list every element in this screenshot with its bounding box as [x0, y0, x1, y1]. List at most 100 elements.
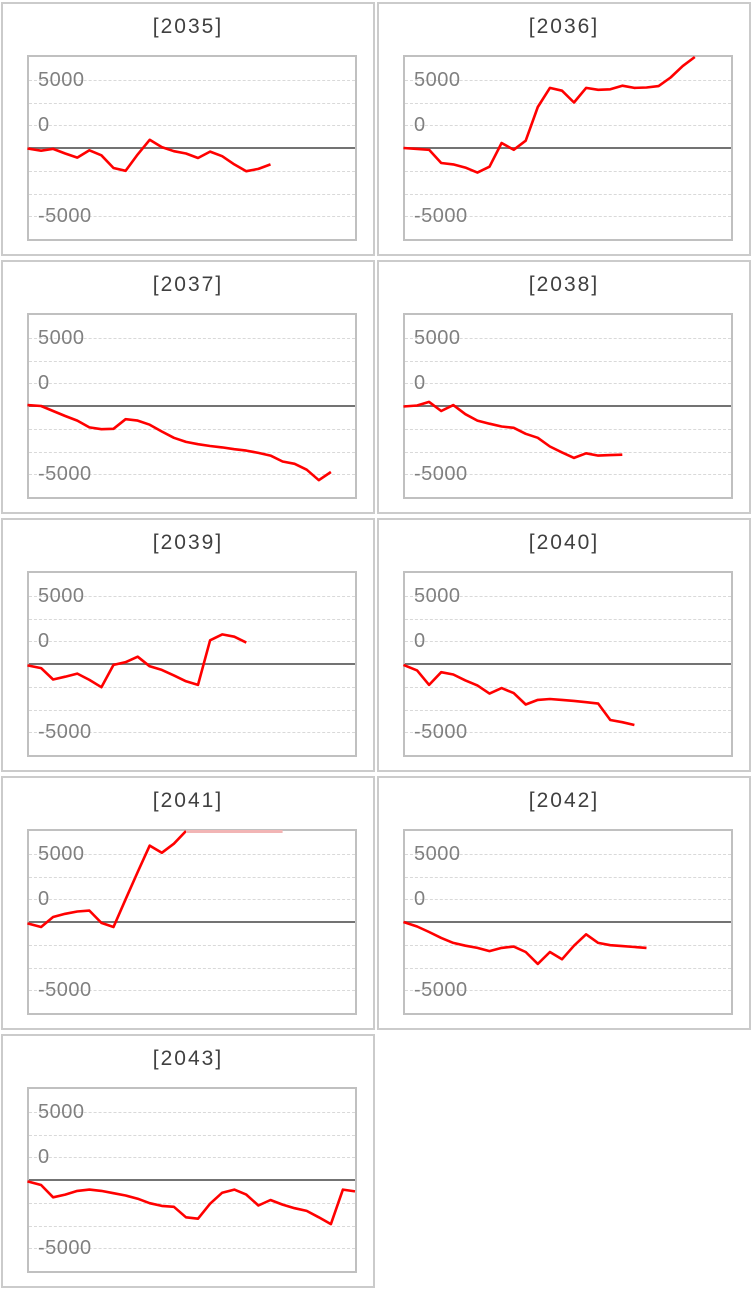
y-axis-tick-neg5000: -5000 [414, 463, 468, 486]
zero-axis-line [405, 663, 731, 665]
gridline [29, 990, 355, 992]
gridline [405, 125, 731, 127]
gridline [29, 595, 355, 597]
y-axis-tick-5000: 5000 [38, 842, 85, 865]
chart-title: [2042] [528, 789, 600, 812]
y-axis-tick-5000: 5000 [414, 842, 461, 865]
y-axis-tick-neg5000: -5000 [38, 205, 92, 228]
y-axis-tick-0: 0 [38, 372, 50, 395]
gridline [405, 216, 731, 218]
gridline [29, 1134, 355, 1136]
y-axis-tick-neg5000: -5000 [38, 721, 92, 744]
gridline [29, 853, 355, 855]
y-axis-tick-neg5000: -5000 [38, 979, 92, 1002]
gridline [29, 1225, 355, 1227]
chart-panel-2042: [2042] 5000 0 -5000 [377, 776, 751, 1030]
zero-axis-line [29, 405, 355, 407]
chart-panel-2036: [2036] 5000 0 -5000 [377, 2, 751, 256]
y-axis-tick-0: 0 [414, 372, 426, 395]
gridline [405, 709, 731, 711]
chart-title: [2035] [152, 15, 224, 38]
zero-axis-line [29, 1179, 355, 1181]
gridline [405, 383, 731, 385]
chart-title: [2041] [152, 789, 224, 812]
y-axis-tick-neg5000: -5000 [38, 1237, 92, 1260]
series-line [403, 663, 635, 727]
gridline [29, 428, 355, 430]
gridline [405, 618, 731, 620]
plot-area: 5000 0 -5000 [403, 829, 733, 1015]
plot-area: 5000 0 -5000 [403, 55, 733, 241]
series-line [27, 1180, 356, 1226]
gridline [405, 899, 731, 901]
y-axis-tick-neg5000: -5000 [38, 463, 92, 486]
gridline [405, 853, 731, 855]
series-line [27, 633, 247, 689]
plot-area: 5000 0 -5000 [27, 313, 357, 499]
gridline [29, 216, 355, 218]
gridline [405, 170, 731, 172]
gridline [29, 193, 355, 195]
y-axis-tick-neg5000: -5000 [414, 979, 468, 1002]
gridline [405, 686, 731, 688]
zero-axis-line [405, 405, 731, 407]
gridline [29, 1157, 355, 1159]
chart-title: [2040] [528, 531, 600, 554]
chart-title: [2038] [528, 273, 600, 296]
y-axis-tick-0: 0 [38, 888, 50, 911]
gridline [29, 474, 355, 476]
chart-title: [2039] [152, 531, 224, 554]
gridline [29, 125, 355, 127]
plot-area: 5000 0 -5000 [27, 829, 357, 1015]
plot-area: 5000 0 -5000 [403, 571, 733, 757]
gridline [29, 944, 355, 946]
gridline [29, 170, 355, 172]
gridline [29, 967, 355, 969]
y-axis-tick-0: 0 [38, 114, 50, 137]
y-axis-tick-0: 0 [38, 1146, 50, 1169]
chart-panel-2041: [2041] 5000 0 -5000 [1, 776, 375, 1030]
chart-title: [2036] [528, 15, 600, 38]
zero-axis-line [29, 147, 355, 149]
gridline [405, 944, 731, 946]
gridline [29, 383, 355, 385]
gridline [405, 360, 731, 362]
gridline [405, 451, 731, 453]
gridline [405, 428, 731, 430]
gridline [405, 79, 731, 81]
gridline [405, 193, 731, 195]
gridline [29, 1111, 355, 1113]
gridline [29, 337, 355, 339]
y-axis-tick-5000: 5000 [38, 1100, 85, 1123]
y-axis-tick-0: 0 [414, 114, 426, 137]
zero-axis-line [29, 921, 355, 923]
gridline [29, 79, 355, 81]
chart-title: [2043] [152, 1047, 224, 1070]
plot-area: 5000 0 -5000 [27, 571, 357, 757]
gridline [405, 641, 731, 643]
zero-axis-line [29, 663, 355, 665]
gridline [29, 102, 355, 104]
y-axis-tick-0: 0 [414, 888, 426, 911]
gridline [405, 337, 731, 339]
gridline [29, 686, 355, 688]
chart-panel-2037: [2037] 5000 0 -5000 [1, 260, 375, 514]
gridline [29, 709, 355, 711]
gridline [405, 990, 731, 992]
chart-panel-2038: [2038] 5000 0 -5000 [377, 260, 751, 514]
series-line [403, 920, 647, 966]
y-axis-tick-0: 0 [38, 630, 50, 653]
gridline [29, 876, 355, 878]
gridline [405, 595, 731, 597]
gridline [405, 474, 731, 476]
y-axis-tick-neg5000: -5000 [414, 721, 468, 744]
series-line [27, 403, 332, 482]
gridline [29, 732, 355, 734]
chart-panel-2040: [2040] 5000 0 -5000 [377, 518, 751, 772]
y-axis-tick-neg5000: -5000 [414, 205, 468, 228]
y-axis-tick-5000: 5000 [414, 326, 461, 349]
gridline [29, 899, 355, 901]
y-axis-tick-5000: 5000 [38, 68, 85, 91]
gridline [29, 360, 355, 362]
gridline [405, 732, 731, 734]
